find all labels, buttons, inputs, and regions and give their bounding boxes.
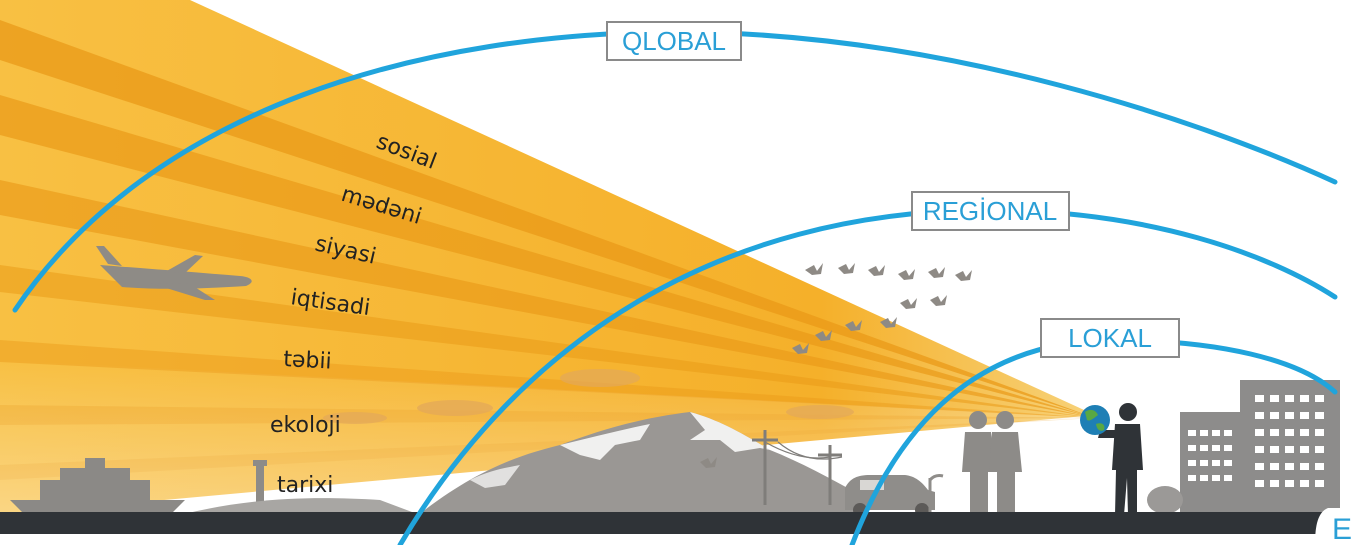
arc-regional: [397, 207, 1338, 545]
ray-band-5: [0, 340, 1095, 418]
label-regional: REGİONAL: [911, 191, 1070, 231]
scale-label-global: QLOBAL: [622, 26, 726, 56]
page-badge: E: [1315, 508, 1366, 545]
page-badge-label: E: [1332, 513, 1352, 545]
label-lokal: LOKAL: [1040, 318, 1180, 358]
scale-label-regional: REGİONAL: [923, 196, 1057, 226]
ray-label-natural: təbii: [283, 347, 333, 374]
people-icon: [962, 411, 1022, 512]
lighthouse-icon: [253, 460, 267, 510]
mountain-icon: [400, 412, 860, 530]
birds-icon: [700, 263, 972, 468]
airplane-icon: [96, 246, 252, 300]
ray-label-historical: tarixi: [277, 473, 333, 498]
cloud-icon: [323, 369, 854, 424]
label-box: [911, 191, 1070, 231]
ray-band-3: [0, 180, 1095, 418]
label-qlobal: QLOBAL: [606, 21, 742, 61]
coast-shape: [180, 498, 420, 515]
ground-strip: [0, 512, 1366, 534]
label-box: [1040, 318, 1180, 358]
power-pole-icon: [752, 430, 843, 505]
ray-band-4: [0, 265, 1095, 418]
ship-icon: [10, 458, 185, 515]
label-box: [606, 21, 742, 61]
buildings-icon: [1147, 380, 1340, 514]
ray-band-1: [0, 20, 1095, 418]
street-lamp-icon: [928, 474, 944, 512]
scale-label-local: LOKAL: [1068, 323, 1152, 353]
ray-label-ecological: ekoloji: [270, 413, 341, 438]
globe-icon: [1080, 405, 1110, 435]
